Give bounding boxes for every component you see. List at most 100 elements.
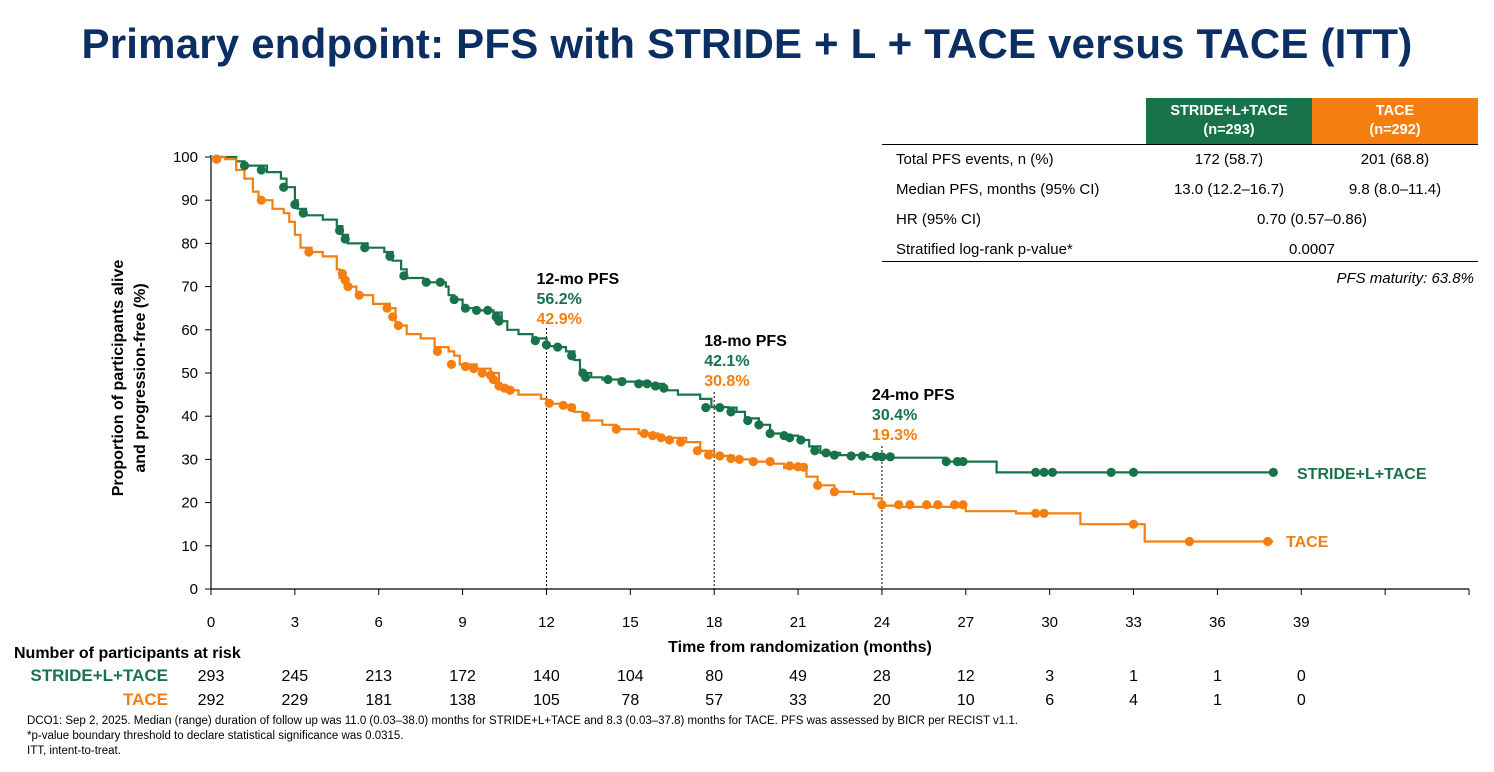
row-value-tace: 9.8 (8.0–11.4) [1348, 181, 1442, 198]
censor-marker-tace [877, 500, 887, 510]
censor-marker-tace [639, 428, 649, 439]
x-tick-label: 33 [1125, 614, 1142, 631]
censor-marker-tace [715, 451, 725, 461]
y-tick-label: 90 [181, 192, 198, 209]
risk-count: 20 [873, 692, 891, 709]
risk-count: 28 [873, 668, 891, 685]
censor-marker-tace [734, 454, 744, 464]
censor-marker-tace [432, 346, 443, 356]
x-tick-label: 9 [458, 614, 466, 631]
y-tick-label: 0 [190, 581, 198, 598]
censor-marker-tace [388, 312, 398, 322]
x-tick-label: 3 [291, 614, 299, 631]
censor-marker-stride [360, 243, 370, 253]
censor-marker-tace [581, 411, 591, 421]
censor-marker-tace [304, 247, 314, 257]
censor-marker-stride [290, 199, 300, 210]
censor-marker-stride [460, 303, 470, 313]
censor-marker-stride [256, 165, 266, 175]
table-row-events: Total PFS events, n (%) 172 (58.7) 201 (… [882, 145, 1478, 175]
risk-count: 245 [282, 668, 309, 685]
risk-count: 1 [1129, 668, 1138, 685]
header-tace-n: (n=292) [1369, 122, 1421, 138]
risk-count: 78 [621, 692, 639, 709]
risk-count: 292 [198, 692, 225, 709]
landmark-value-stride: 42.1% [704, 353, 749, 370]
risk-label-stride: STRIDE+L+TACE [30, 666, 168, 685]
censor-marker-tace [544, 398, 554, 408]
censor-marker-stride [857, 451, 867, 461]
censor-marker-tace [477, 368, 487, 378]
landmark-value-tace: 42.9% [536, 311, 581, 328]
censor-marker-stride [1106, 467, 1116, 477]
censor-marker-tace [446, 359, 457, 369]
censor-marker-stride [958, 456, 968, 467]
censor-marker-tace [558, 400, 568, 410]
censor-marker-stride [581, 372, 591, 382]
censor-marker-tace [488, 374, 498, 385]
censor-marker-tace [726, 453, 736, 464]
curve-tace [211, 155, 1274, 543]
page-title: Primary endpoint: PFS with STRIDE + L + … [81, 20, 1413, 67]
risk-count: 105 [533, 692, 560, 709]
footnote-dco: DCO1: Sep 2, 2025. Median (range) durati… [27, 715, 1018, 727]
y-tick-label: 100 [173, 149, 198, 166]
censor-marker-stride [642, 379, 652, 389]
censor-marker-tace [648, 431, 658, 441]
risk-count: 0 [1297, 692, 1306, 709]
censor-marker-stride [603, 374, 613, 385]
risk-count: 4 [1129, 692, 1138, 709]
risk-count: 229 [282, 692, 309, 709]
row-value-hr: 0.70 (0.57–0.86) [1256, 211, 1368, 228]
censor-marker-tace [748, 456, 758, 467]
censor-marker-stride [715, 402, 725, 413]
row-value-stride: 172 (58.7) [1194, 151, 1264, 168]
landmark-value-stride: 56.2% [536, 291, 581, 308]
censor-marker-tace [656, 433, 666, 443]
censor-marker-tace [611, 424, 621, 434]
censor-marker-stride [471, 305, 482, 315]
landmark-label: 24-mo PFS [872, 387, 955, 404]
censor-marker-stride [726, 407, 736, 417]
censor-marker-tace [765, 456, 775, 467]
header-stride-n: (n=293) [1203, 122, 1255, 138]
censor-marker-tace [469, 364, 479, 374]
row-label: Total PFS events, n (%) [896, 151, 1054, 168]
header-stride: STRIDE+L+TACE (n=293) [1146, 98, 1312, 144]
censor-marker-tace [1128, 519, 1139, 529]
censor-marker-stride [634, 379, 644, 389]
censor-marker-stride [829, 450, 840, 460]
censor-marker-stride [530, 336, 540, 346]
y-tick-label: 30 [181, 451, 198, 468]
censor-marker-tace [460, 361, 470, 372]
risk-count: 33 [789, 692, 807, 709]
censor-marker-stride [553, 342, 563, 352]
censor-marker-stride [877, 452, 887, 462]
y-tick-label: 40 [181, 408, 198, 425]
censor-marker-tace [704, 450, 714, 460]
censor-marker-tace [922, 500, 932, 510]
table-bottom-rule [882, 261, 1478, 262]
censor-marker-stride [701, 402, 711, 413]
censor-marker-tace [567, 402, 577, 413]
y-tick-label: 60 [181, 322, 198, 339]
row-label: Stratified log-rank p-value* [896, 241, 1073, 258]
table-top-rule [882, 144, 1478, 145]
risk-count: 293 [198, 668, 225, 685]
x-tick-label: 18 [706, 614, 723, 631]
risk-count: 0 [1297, 668, 1306, 685]
censor-marker-stride [541, 340, 552, 350]
censor-marker-tace [1039, 508, 1049, 518]
footnote-pvalue: *p-value boundary threshold to declare s… [27, 730, 404, 742]
censor-marker-stride [449, 294, 459, 305]
censor-marker-tace [829, 487, 840, 497]
censor-marker-tace [1263, 536, 1273, 547]
censor-marker-stride [340, 234, 350, 244]
censor-marker-tace [799, 462, 809, 472]
censor-marker-stride [659, 383, 669, 393]
censor-marker-stride [334, 225, 345, 236]
risk-count: 1 [1213, 692, 1222, 709]
x-tick-label: 0 [207, 614, 215, 631]
censor-marker-stride [494, 316, 504, 326]
